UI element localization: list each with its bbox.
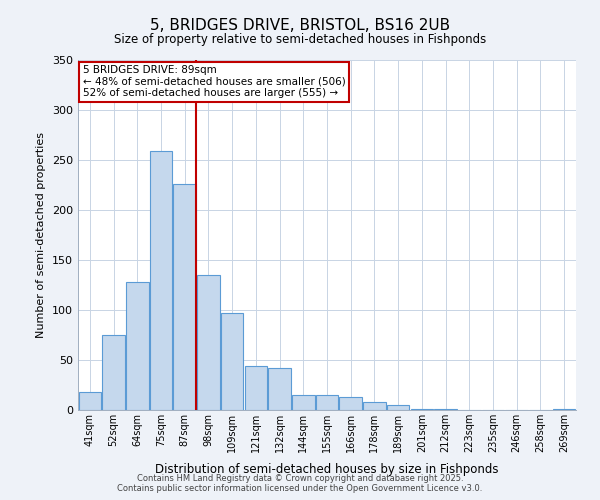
Bar bbox=[268, 368, 291, 410]
Text: 5 BRIDGES DRIVE: 89sqm
← 48% of semi-detached houses are smaller (506)
52% of se: 5 BRIDGES DRIVE: 89sqm ← 48% of semi-det… bbox=[83, 66, 346, 98]
Bar bbox=[197, 275, 220, 410]
Text: 5, BRIDGES DRIVE, BRISTOL, BS16 2UB: 5, BRIDGES DRIVE, BRISTOL, BS16 2UB bbox=[150, 18, 450, 32]
Bar bbox=[173, 184, 196, 410]
Bar bbox=[103, 335, 125, 410]
Bar bbox=[316, 395, 338, 410]
Text: Contains HM Land Registry data © Crown copyright and database right 2025.: Contains HM Land Registry data © Crown c… bbox=[137, 474, 463, 483]
Bar bbox=[292, 395, 314, 410]
Bar bbox=[553, 409, 575, 410]
X-axis label: Distribution of semi-detached houses by size in Fishponds: Distribution of semi-detached houses by … bbox=[155, 464, 499, 476]
Bar bbox=[221, 313, 244, 410]
Y-axis label: Number of semi-detached properties: Number of semi-detached properties bbox=[37, 132, 46, 338]
Text: Contains public sector information licensed under the Open Government Licence v3: Contains public sector information licen… bbox=[118, 484, 482, 493]
Bar bbox=[79, 392, 101, 410]
Bar bbox=[363, 402, 386, 410]
Bar bbox=[387, 405, 409, 410]
Bar bbox=[434, 409, 457, 410]
Bar bbox=[410, 409, 433, 410]
Bar bbox=[340, 397, 362, 410]
Bar bbox=[245, 366, 267, 410]
Text: Size of property relative to semi-detached houses in Fishponds: Size of property relative to semi-detach… bbox=[114, 32, 486, 46]
Bar bbox=[150, 151, 172, 410]
Bar bbox=[126, 282, 149, 410]
